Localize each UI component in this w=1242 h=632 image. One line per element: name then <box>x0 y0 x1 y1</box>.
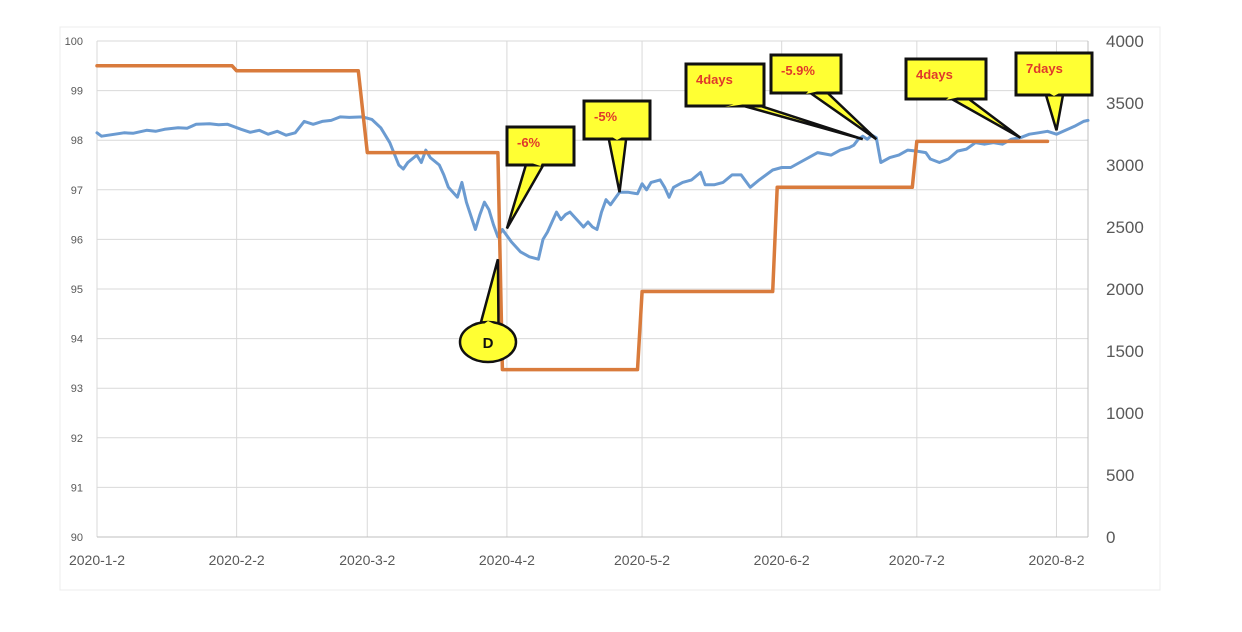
y-right-tick-label: 3000 <box>1106 156 1144 175</box>
callout-seam <box>806 90 824 94</box>
callout-label: 4days <box>696 72 733 87</box>
callout-seam <box>610 136 625 140</box>
callout-label: -6% <box>517 135 541 150</box>
callout-box <box>582 99 652 141</box>
y-left-tick-label: 100 <box>65 36 83 48</box>
y-left-tick-label: 93 <box>71 383 83 395</box>
y-right-tick-label: 3500 <box>1106 94 1144 113</box>
series <box>95 64 1090 372</box>
callout-label: -5% <box>594 109 618 124</box>
y-right-tick-label: 0 <box>1106 528 1115 547</box>
annotation-callout: 4days <box>684 62 864 141</box>
callout-box <box>769 53 843 95</box>
annotation-callout: -5.9% <box>769 53 878 141</box>
callout-label: D <box>483 335 494 352</box>
callout-box <box>505 125 576 167</box>
x-tick-label: 2020-6-2 <box>754 552 810 568</box>
x-tick-label: 2020-1-2 <box>69 552 125 568</box>
axes: 9091929394959697989910005001000150020002… <box>65 32 1144 568</box>
y-left-tick-label: 92 <box>71 433 83 445</box>
y-right-tick-label: 2000 <box>1106 280 1144 299</box>
callout-label: -5.9% <box>781 63 815 78</box>
annotation-callout: 7days <box>1014 51 1094 131</box>
y-left-tick-label: 91 <box>71 482 83 494</box>
x-tick-label: 2020-5-2 <box>614 552 670 568</box>
callout-label: 4days <box>916 67 953 82</box>
y-right-tick-label: 4000 <box>1106 32 1144 51</box>
y-left-tick-label: 98 <box>71 135 83 147</box>
callout-seam <box>482 321 497 325</box>
x-tick-label: 2020-3-2 <box>339 552 395 568</box>
annotation-callout: -6% <box>505 125 576 230</box>
callout-seam <box>1047 92 1062 96</box>
callout-seam <box>528 162 543 166</box>
x-tick-label: 2020-7-2 <box>889 552 945 568</box>
callout-box <box>904 57 988 101</box>
x-tick-label: 2020-2-2 <box>209 552 265 568</box>
y-left-tick-label: 99 <box>71 86 83 98</box>
annotation-callout: D <box>458 258 518 364</box>
y-left-tick-label: 95 <box>71 284 83 296</box>
callout-seam <box>725 103 753 107</box>
x-tick-label: 2020-4-2 <box>479 552 535 568</box>
series-line-left-axis <box>95 115 1090 261</box>
y-right-tick-label: 1000 <box>1106 404 1144 423</box>
callout-label: 7days <box>1026 61 1063 76</box>
y-left-tick-label: 90 <box>71 532 83 544</box>
annotation-callout: -5% <box>582 99 652 193</box>
callout-seam <box>946 96 965 100</box>
callouts: D -6% -5% 4days -5.9% 4days 7days <box>458 51 1094 364</box>
series-line-right-axis <box>95 64 1050 372</box>
y-left-tick-label: 94 <box>71 334 83 346</box>
y-left-tick-label: 97 <box>71 185 83 197</box>
y-right-tick-label: 500 <box>1106 466 1134 485</box>
y-right-tick-label: 2500 <box>1106 218 1144 237</box>
x-tick-label: 2020-8-2 <box>1028 552 1084 568</box>
y-right-tick-label: 1500 <box>1106 342 1144 361</box>
y-left-tick-label: 96 <box>71 234 83 246</box>
annotation-callout: 4days <box>904 57 1022 139</box>
callout-box <box>684 62 766 108</box>
